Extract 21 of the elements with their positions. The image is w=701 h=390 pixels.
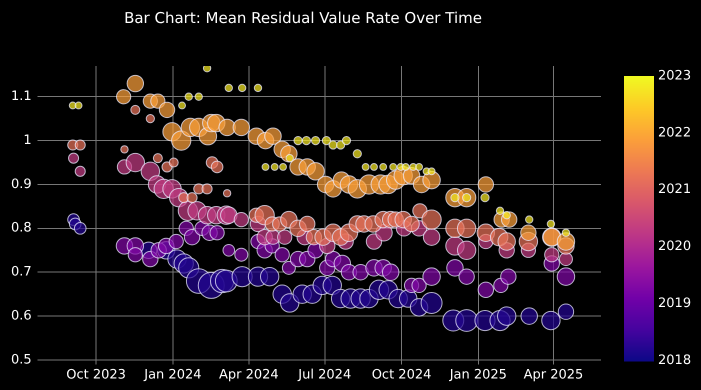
color-bar-label: 2023 <box>658 68 692 84</box>
color-bar-label: 2021 <box>658 182 692 198</box>
x-tick-label: Jan 2025 <box>448 368 507 383</box>
x-tick-label: Jan 2024 <box>143 368 202 383</box>
y-tick-label: 1.1 <box>10 89 32 104</box>
y-tick-label: 1 <box>23 132 32 148</box>
y-tick-label: 0.8 <box>10 220 32 236</box>
color-bar-label: 2019 <box>658 296 692 311</box>
y-tick-label: 0.5 <box>10 352 32 368</box>
y-tick-label: 0.9 <box>10 176 32 192</box>
x-tick-label: Jul 2024 <box>297 368 352 383</box>
color-bar-label: 2022 <box>658 125 692 140</box>
y-tick-label: 0.7 <box>10 264 32 280</box>
x-tick-label: Apr 2024 <box>218 368 279 383</box>
color-bar-label: 2018 <box>658 352 692 368</box>
color-bar-label: 2020 <box>658 239 692 254</box>
x-tick-label: Oct 2024 <box>372 368 432 383</box>
x-tick-label: Apr 2025 <box>524 368 584 383</box>
x-tick-label: Oct 2023 <box>66 368 126 383</box>
y-tick-label: 0.6 <box>10 308 32 324</box>
chart-title: Bar Chart: Mean Residual Value Rate Over Time <box>124 8 482 27</box>
